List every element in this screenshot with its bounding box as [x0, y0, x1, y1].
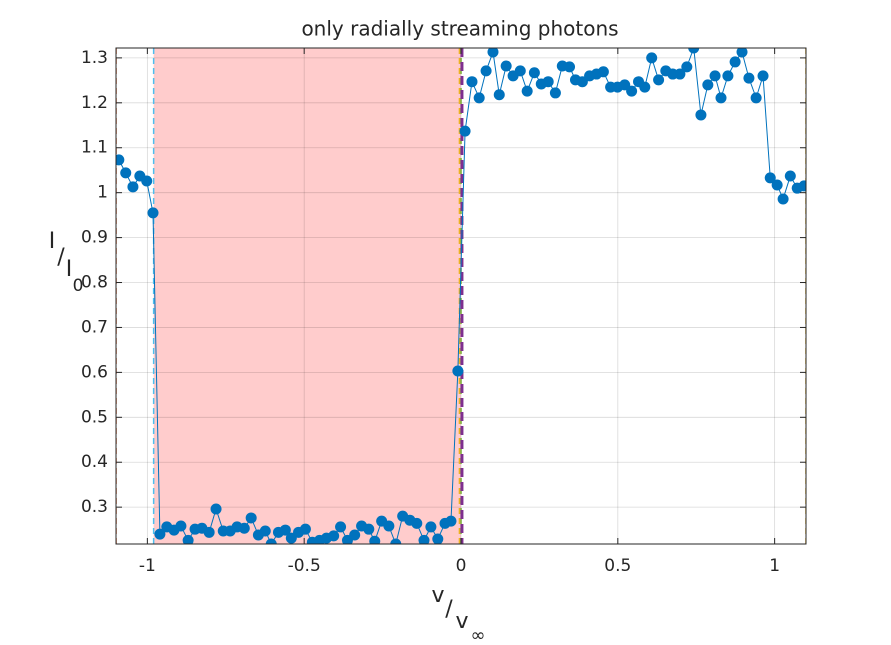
data-point [466, 76, 478, 88]
x-tick-label: -0.5 [288, 556, 321, 576]
data-point [729, 56, 741, 68]
data-point [369, 535, 381, 544]
data-point [764, 172, 776, 184]
data-point [418, 534, 430, 544]
data-point [653, 74, 665, 86]
y-tick-label: 0.7 [81, 317, 108, 337]
data-point [473, 92, 485, 104]
y-label-part: I [49, 229, 56, 254]
data-point [147, 207, 159, 219]
data-point [259, 525, 271, 537]
data-point [597, 66, 609, 78]
x-label-part: ∞ [471, 625, 486, 645]
plot-area [116, 48, 806, 544]
data-point [771, 179, 783, 191]
data-point [528, 67, 540, 79]
data-point [432, 533, 444, 544]
data-point [363, 523, 375, 535]
y-label-part: 0 [73, 276, 84, 296]
y-tick-label: 0.3 [81, 497, 108, 517]
shaded-region [153, 48, 462, 544]
y-tick-label: 1.3 [81, 48, 108, 68]
data-point [514, 65, 526, 77]
data-point [279, 524, 291, 536]
data-point [238, 522, 250, 534]
data-point [674, 68, 686, 80]
y-tick-label: 0.6 [81, 362, 108, 382]
data-point [299, 523, 311, 535]
data-point [757, 70, 769, 82]
data-point [493, 89, 505, 101]
x-tick-label: 1 [769, 556, 780, 576]
data-point [695, 109, 707, 121]
data-point [798, 180, 806, 192]
data-point [702, 79, 714, 91]
data-point [681, 61, 693, 73]
data-point [452, 365, 464, 377]
data-point [500, 60, 512, 72]
y-tick-label: 0.8 [81, 273, 108, 293]
data-point [521, 85, 533, 97]
data-point [349, 529, 361, 541]
data-point [646, 52, 658, 64]
data-point [245, 512, 257, 524]
data-point [480, 65, 492, 77]
y-label-part: / [57, 245, 65, 270]
data-point [120, 167, 132, 179]
data-point [736, 48, 748, 58]
data-point [777, 193, 789, 205]
data-point [445, 515, 457, 527]
data-point [127, 181, 139, 193]
data-point [154, 528, 166, 540]
data-point [549, 87, 561, 99]
x-label-part: / [445, 597, 453, 622]
data-point [688, 48, 700, 54]
data-point [411, 517, 423, 529]
y-tick-label: 0.5 [81, 407, 108, 427]
y-tick-label: 0.4 [81, 452, 108, 472]
data-point [542, 76, 554, 88]
chart-title: only radially streaming photons [301, 17, 618, 41]
data-point [715, 92, 727, 104]
data-point [335, 521, 347, 533]
x-tick-label: 0 [456, 556, 467, 576]
data-point [709, 70, 721, 82]
y-tick-label: 0.9 [81, 228, 108, 248]
data-point [564, 61, 576, 73]
y-tick-label: 1.1 [81, 138, 108, 158]
data-point [328, 530, 340, 542]
x-tick-label: -1 [139, 556, 156, 576]
data-point [722, 70, 734, 82]
y-tick-label: 1 [97, 183, 108, 203]
x-tick-label: 0.5 [604, 556, 631, 576]
y-tick-label: 1.2 [81, 93, 108, 113]
data-point [425, 521, 437, 533]
data-point [390, 538, 402, 544]
data-point [750, 92, 762, 104]
data-point [116, 154, 125, 166]
data-point [141, 175, 153, 187]
y-label-part: I [66, 257, 73, 282]
data-point [182, 534, 194, 544]
data-point [784, 170, 796, 182]
x-label-part: v [455, 609, 468, 634]
data-point [639, 81, 651, 93]
data-point [487, 48, 499, 58]
x-label-part: v [431, 583, 444, 608]
data-point [210, 503, 222, 515]
data-point [459, 125, 471, 137]
data-point [203, 526, 215, 538]
data-point [175, 520, 187, 532]
data-point [743, 72, 755, 84]
data-point [265, 538, 277, 544]
data-point [626, 85, 638, 97]
data-point [383, 520, 395, 532]
